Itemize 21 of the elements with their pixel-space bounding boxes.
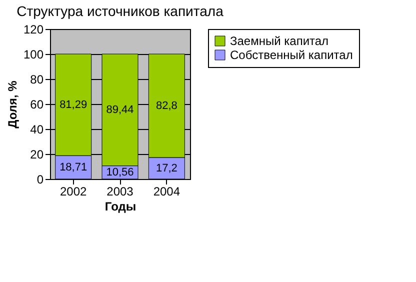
data-label: 82,8 [156, 100, 178, 112]
x-tick-label: 2002 [60, 184, 88, 198]
y-tick-label: 60 [30, 98, 44, 112]
chart-title: Структура источников капитала [16, 3, 224, 19]
x-tick-label: 2004 [153, 184, 180, 198]
data-label: 18,71 [60, 161, 88, 174]
data-label: 10,56 [106, 166, 134, 178]
data-label: 81,29 [60, 98, 88, 111]
y-tick-label: 120 [23, 22, 44, 36]
y-tick-label: 40 [30, 122, 44, 136]
data-label: 17,2 [156, 162, 178, 174]
y-tick-label: 100 [23, 48, 44, 62]
data-label: 89,44 [106, 104, 134, 116]
legend-label: Собственный капитал [230, 48, 353, 62]
x-axis-title: Годы [104, 200, 136, 214]
x-tick-label: 2003 [106, 184, 134, 198]
y-tick-label: 0 [36, 172, 44, 186]
y-axis-title: Доля, % [5, 80, 20, 128]
y-tick-label: 20 [30, 148, 44, 162]
legend-label: Заемный капитал [230, 34, 329, 48]
y-tick-label: 80 [30, 72, 44, 86]
